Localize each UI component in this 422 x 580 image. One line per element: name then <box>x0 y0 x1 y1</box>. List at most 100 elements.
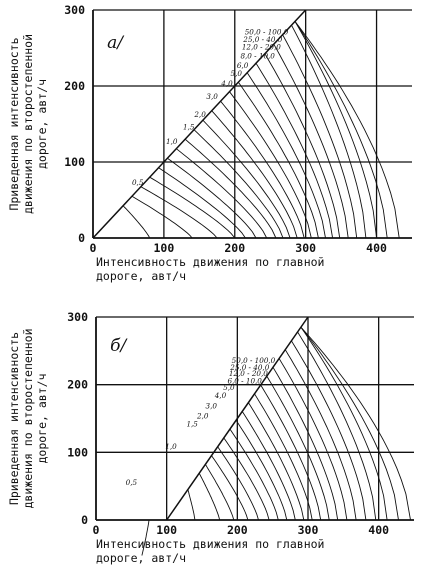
diagonal-line-a <box>92 9 307 239</box>
curve-level-label: 1,0 <box>165 442 177 451</box>
y-tick-label: 0 <box>78 231 85 245</box>
y-axis-title-line: Приведенная интенсивность <box>7 332 21 505</box>
y-tick-label: 200 <box>67 378 88 392</box>
curves-a <box>122 21 400 239</box>
x-tick-label: 200 <box>224 241 245 255</box>
y-axis-title-b: Приведенная интенсивность движения по вто… <box>7 328 49 508</box>
curve-line <box>202 119 291 239</box>
curve-line <box>187 489 196 521</box>
curve-line <box>140 186 218 239</box>
y-tick-label: 300 <box>67 310 88 324</box>
y-axis-title-line: движения по второстепенной <box>21 328 35 508</box>
curve-level-label: 12,0 - 20,0 <box>242 43 281 52</box>
curve-level-label: 8,0 - 10,0 <box>240 52 275 61</box>
curve-line <box>176 148 268 239</box>
curve-line <box>122 205 151 239</box>
y-tick-label: 300 <box>64 3 85 17</box>
curve-line <box>223 437 270 521</box>
curve-level-label: 50,0 - 100,0 <box>245 27 289 36</box>
curve-line <box>294 21 400 239</box>
x-tick-label: 100 <box>153 241 174 255</box>
panel-label-a: a/ <box>107 33 125 53</box>
curve-level-label: 25,0 - 40,0 <box>242 35 282 44</box>
curve-line <box>131 195 193 239</box>
curve-line <box>141 519 150 556</box>
curve-level-label: 50,0 - 100,0 <box>232 356 276 365</box>
y-tick-label: 100 <box>64 155 85 169</box>
curve-line <box>300 326 411 521</box>
curve-line <box>158 167 246 239</box>
y-tick-label: 200 <box>64 79 85 93</box>
curve-line <box>241 411 296 521</box>
chart-panel-b: 0,5 1,0 1,5 2,0 3,0 4,0 5,0 6,0 - 10,0 12,0 - 20… <box>0 290 422 580</box>
curve-line <box>272 367 339 521</box>
curve-line <box>297 331 377 521</box>
y-axis-title-a: Приведенная интенсивность движения по вто… <box>7 34 49 214</box>
x-axis-title-line: Интенсивность движения по главной <box>96 255 324 269</box>
curve-line <box>300 326 399 521</box>
x-tick-label: 400 <box>366 241 387 255</box>
chart-b-svg: 0,5 1,0 1,52,0 3,04,05,06,0 - 10,012,0 - 20… <box>7 310 414 565</box>
curve-line <box>217 446 259 521</box>
curve-level-label: 4,0 <box>220 79 233 88</box>
curve-line <box>273 43 349 239</box>
x-axis-title-line: дороге, авт/ч <box>96 269 186 283</box>
curve-line <box>198 472 221 521</box>
curve-level-label: 2,0 <box>193 110 206 119</box>
curve-line <box>282 34 358 239</box>
x-tick-label: 400 <box>368 523 389 537</box>
curve-line <box>278 358 348 521</box>
curve-level-label: 12,0 - 20,0 <box>229 369 268 378</box>
curve-level-label: 2,0 <box>196 412 209 421</box>
grid-b <box>96 316 414 520</box>
y-axis-title-line: движения по второстепенной <box>21 34 35 214</box>
curve-level-label: 3,0 <box>206 92 218 101</box>
diagonal-line-b <box>166 316 309 521</box>
curve-level-label: 5,0 <box>223 383 235 392</box>
curve-level-label: 4,0 <box>214 391 227 400</box>
curve-level-label: 25,0 - 40,0 <box>229 363 269 372</box>
x-tick-label: 0 <box>93 523 100 537</box>
chart-a-svg: 0,5 1,0 1,5 2,03,04,05,06,08,0 - 10,012,0 -… <box>7 3 412 283</box>
curve-level-label: 6,0 <box>237 61 249 70</box>
curve-line <box>229 91 312 239</box>
curve-line <box>284 349 357 521</box>
curve-level-label: 1,0 <box>166 137 178 146</box>
x-tick-label: 100 <box>156 523 177 537</box>
curve-line <box>294 21 378 239</box>
curve-line <box>291 24 367 239</box>
y-tick-label: 100 <box>67 445 88 459</box>
x-tick-label: 200 <box>227 523 248 537</box>
y-axis-title-line: дороге, авт/ч <box>35 79 49 169</box>
x-tick-label: 0 <box>90 241 97 255</box>
curve-line <box>205 464 235 521</box>
curve-line <box>184 138 277 239</box>
y-tick-label: 0 <box>81 513 88 527</box>
curve-level-label: 6,0 - 10,0 <box>227 376 262 385</box>
curve-line <box>229 428 279 521</box>
curve-level-label: 5,0 <box>231 69 243 78</box>
curve-level-label: 1,5 <box>183 122 195 131</box>
x-axis-title-line: Интенсивность движения по главной <box>96 537 324 551</box>
curve-labels-b: 0,5 1,0 1,52,0 3,04,05,06,0 - 10,012,0 - 20… <box>126 356 276 487</box>
curve-line <box>294 21 388 239</box>
curve-line <box>254 393 313 521</box>
grid-a <box>93 9 412 238</box>
curve-line <box>235 420 288 521</box>
curve-line <box>211 110 298 239</box>
curve-line <box>246 72 326 239</box>
curve-line <box>255 62 334 239</box>
curve-line <box>193 129 284 239</box>
x-tick-label: 300 <box>298 523 319 537</box>
panel-label-b: б/ <box>110 336 128 356</box>
curve-line <box>211 455 249 521</box>
curve-line <box>248 402 305 521</box>
curve-level-label: 3,0 <box>206 401 218 410</box>
curve-line <box>220 100 305 239</box>
x-axis-title-line: дороге, авт/ч <box>96 551 186 565</box>
curve-line <box>237 81 319 239</box>
curve-level-label: 0,5 <box>126 478 138 487</box>
y-axis-title-line: Приведенная интенсивность <box>7 37 21 210</box>
curve-line <box>291 340 367 521</box>
curve-line <box>260 384 322 521</box>
